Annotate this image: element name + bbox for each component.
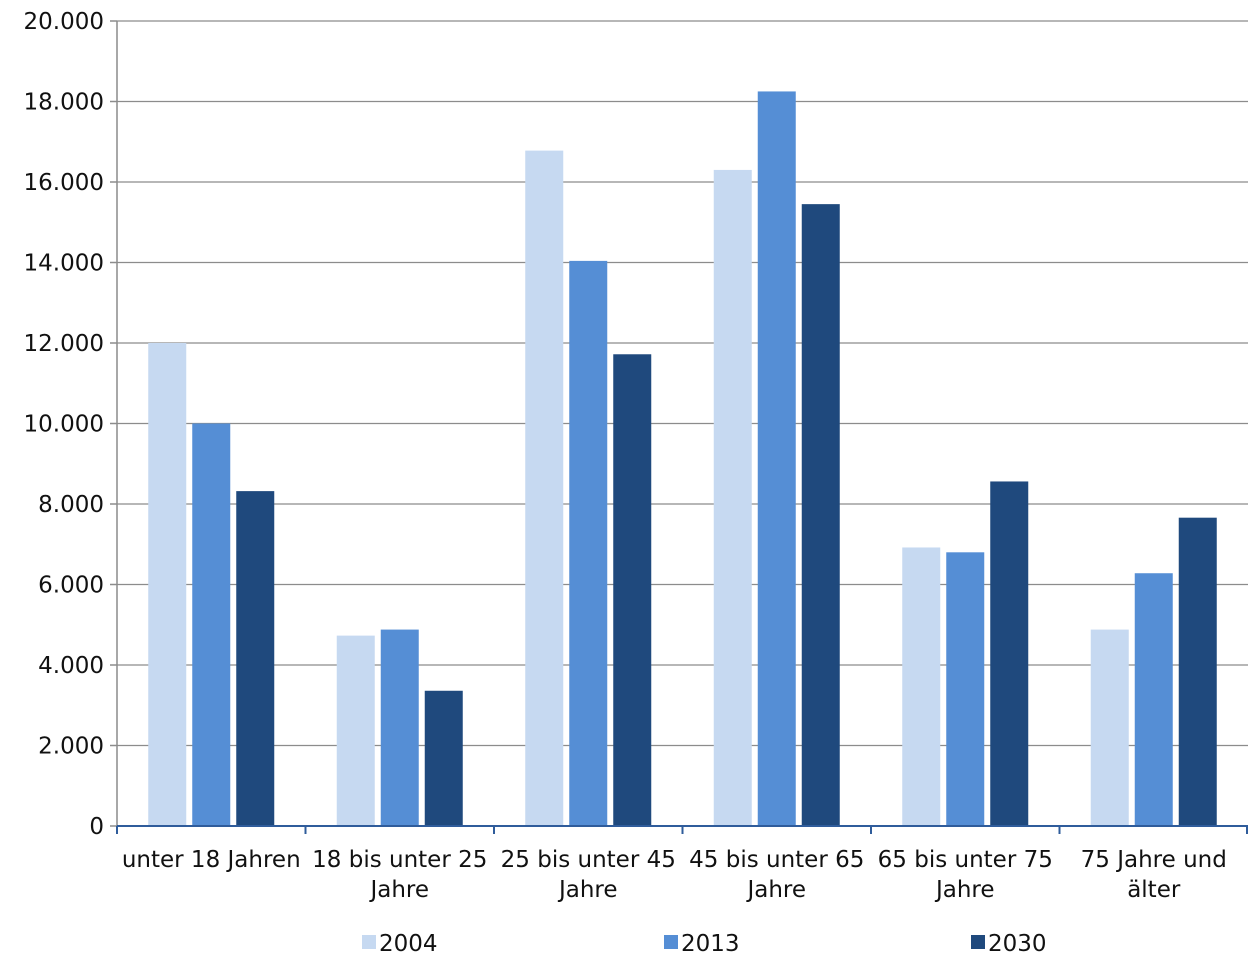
- y-tick-label: 2.000: [38, 734, 104, 760]
- y-tick-label: 10.000: [24, 412, 104, 438]
- bars: [148, 91, 1217, 827]
- legend-label-2030: 2030: [988, 931, 1047, 957]
- bar-2030-4: [990, 481, 1029, 826]
- legend-swatch-2013: [664, 935, 678, 949]
- x-tick-label: Jahre: [557, 877, 618, 903]
- y-tick-label: 0: [89, 814, 104, 840]
- bar-2013-4: [946, 552, 985, 826]
- bar-2004-3: [713, 169, 752, 827]
- y-tick-label: 20.000: [24, 9, 104, 35]
- legend: 2004 2013 2030: [362, 931, 1047, 957]
- bar-2004-2: [525, 150, 564, 827]
- axes: [110, 20, 1248, 834]
- bar-2004-5: [1090, 629, 1129, 826]
- y-tick-label: 12.000: [24, 331, 104, 357]
- legend-swatch-2004: [362, 935, 376, 949]
- y-tick-labels: 0 2.000 4.000 6.000 8.000 10.000 12.000 14.000 1…: [24, 9, 104, 840]
- x-tick-label: 65 bis unter 75: [878, 847, 1053, 873]
- x-tick-label: 25 bis unter 45: [501, 847, 676, 873]
- bar-2013-3: [757, 91, 796, 826]
- y-tick-label: 16.000: [24, 170, 104, 196]
- bar-2004-0: [148, 343, 187, 826]
- y-tick-label: 18.000: [24, 90, 104, 116]
- y-tick-label: 14.000: [24, 251, 104, 277]
- bar-2030-0: [236, 491, 275, 826]
- bar-2013-5: [1134, 573, 1173, 826]
- x-tick-label: 45 bis unter 65: [689, 847, 864, 873]
- gridlines: [117, 20, 1248, 747]
- x-tick-labels: unter 18 Jahren 18 bis unter 25 Jahre 25 bi…: [122, 847, 1227, 903]
- x-tick-label: 18 bis unter 25: [312, 847, 487, 873]
- x-tick-label: 75 Jahre und: [1081, 847, 1227, 873]
- legend-label-2004: 2004: [379, 931, 438, 957]
- bar-2030-2: [613, 354, 652, 826]
- bar-2004-1: [336, 635, 375, 826]
- x-tick-label: Jahre: [368, 877, 429, 903]
- x-tick-label: älter: [1127, 877, 1181, 903]
- bar-2013-0: [192, 423, 231, 826]
- legend-swatch-2030: [971, 935, 985, 949]
- bar-2013-1: [380, 629, 419, 826]
- x-tick-label: Jahre: [934, 877, 995, 903]
- bar-2013-2: [569, 260, 608, 826]
- x-tick-label: Jahre: [745, 877, 806, 903]
- bar-2004-4: [902, 547, 941, 826]
- bar-2030-3: [801, 204, 840, 826]
- legend-label-2013: 2013: [681, 931, 740, 957]
- x-tick-label: unter 18 Jahren: [122, 847, 301, 873]
- y-tick-label: 6.000: [38, 573, 104, 599]
- bar-2030-1: [424, 690, 463, 826]
- bar-2030-5: [1178, 517, 1217, 826]
- y-tick-label: 8.000: [38, 492, 104, 518]
- y-tick-label: 4.000: [38, 653, 104, 679]
